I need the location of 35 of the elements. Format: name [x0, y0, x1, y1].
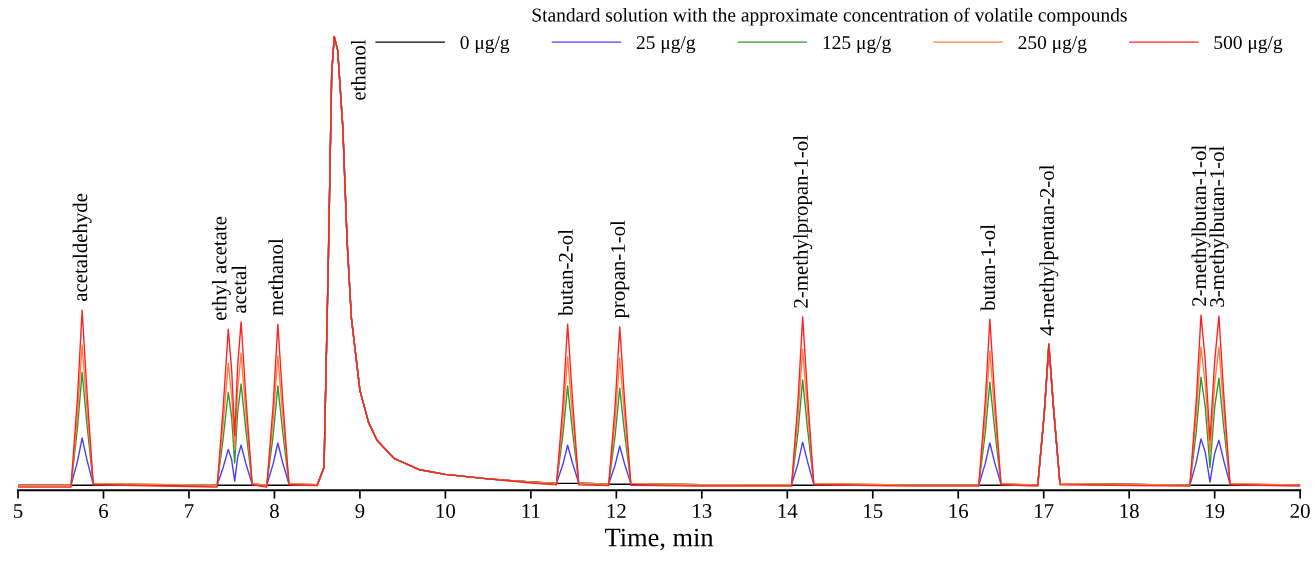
annotation: acetaldehyde: [72, 193, 92, 302]
annotation: butan-2-ol: [558, 229, 573, 316]
annotation: 2-methylpropan-1-ol: [793, 135, 813, 308]
legend-label: 500 μg/g: [1214, 35, 1283, 54]
annotation: butan-1-ol: [980, 224, 996, 311]
annotation: acetal: [231, 265, 247, 313]
x-tick-label: 14: [778, 504, 798, 518]
x-tick-label: 11: [522, 504, 540, 518]
annotation: ethyl acetate: [211, 216, 231, 321]
legend-label: 0 μg/g: [460, 35, 510, 54]
legend-label: 125 μg/g: [823, 36, 891, 54]
annotation: ethanol: [350, 39, 366, 100]
x-tick-label: 20: [1290, 503, 1310, 519]
x-tick-label: 7: [185, 504, 194, 518]
x-tick-label: 15: [864, 504, 883, 519]
legend-label: 25 μg/g: [636, 36, 696, 54]
legend-title: Standard solution with the approximate concentration of volatile compounds: [532, 7, 1127, 26]
x-tick-label: 13: [693, 504, 712, 519]
annotation: 2-methylbutan-1-ol: [1191, 145, 1211, 306]
x-tick-label: 12: [607, 504, 626, 518]
x-tick-label: 19: [1206, 504, 1225, 519]
annotation: 3-methylbutan-1-ol: [1209, 146, 1229, 307]
annotation: methanol: [268, 238, 284, 316]
x-tick-label: 16: [949, 504, 969, 519]
x-axis-title: Time, min: [605, 528, 714, 551]
x-tick-label: 18: [1120, 503, 1139, 519]
x-tick-label: 5: [14, 504, 23, 519]
x-tick-label: 6: [99, 504, 109, 519]
annotation: propan-1-ol: [610, 220, 630, 319]
x-tick-label: 9: [355, 504, 365, 519]
x-tick-label: 17: [1035, 504, 1054, 518]
legend-label: 250 μg/g: [1018, 35, 1087, 54]
x-tick-label: 10: [436, 503, 456, 519]
annotation: 4-methylpentan-2-ol: [1039, 164, 1059, 336]
x-tick-label: 8: [270, 503, 279, 519]
